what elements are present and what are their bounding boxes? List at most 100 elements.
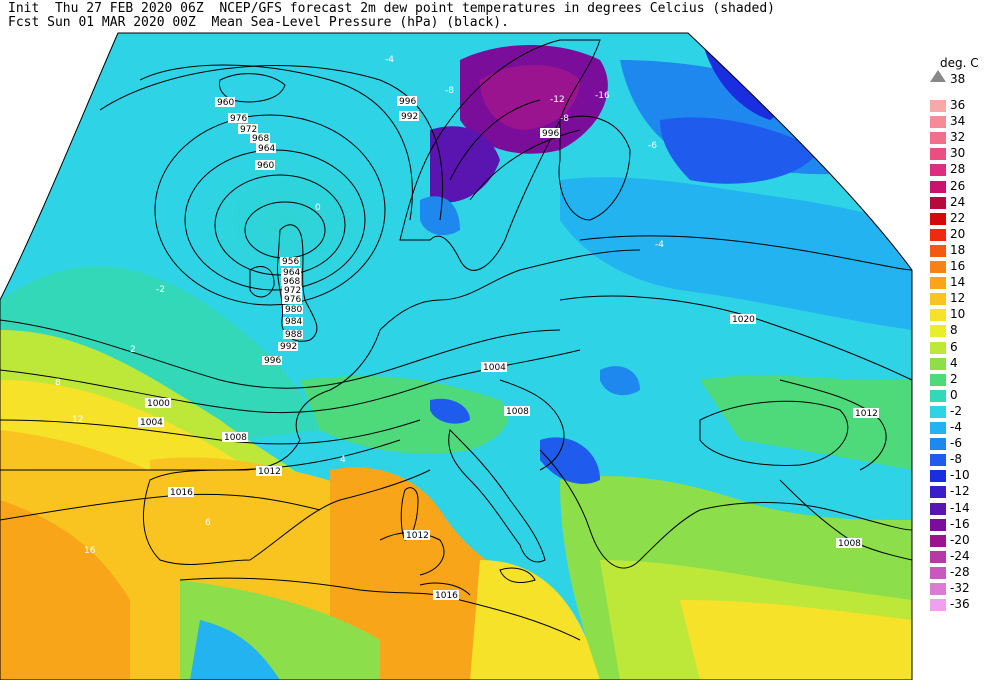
colorbar-entry: -10 (930, 468, 994, 484)
colorbar-entry: -8 (930, 452, 994, 468)
colorbar-entry: -20 (930, 533, 994, 549)
svg-text:960: 960 (217, 98, 234, 108)
svg-text:968: 968 (283, 277, 300, 287)
isobar-label-1004-central: 1004 (481, 362, 507, 373)
isobar-label-960b: 960 (255, 160, 275, 171)
colorbar-swatch (930, 100, 946, 112)
colorbar-entry: -24 (930, 549, 994, 565)
colorbar-entry: 14 (930, 275, 994, 291)
isobar-label-1008: 1008 (222, 432, 248, 443)
isobar-label-964b: 964 (281, 268, 301, 278)
dp-label: 0 (315, 203, 321, 213)
isobar-label-992: 992 (278, 342, 298, 352)
colorbar-label: 8 (950, 323, 958, 338)
colorbar-entry: 32 (930, 130, 994, 146)
svg-text:972: 972 (240, 125, 257, 135)
dp-label: 12 (72, 415, 83, 425)
colorbar-label: 4 (950, 355, 958, 370)
svg-text:976: 976 (230, 114, 247, 124)
colorbar-entry: -2 (930, 404, 994, 420)
colorbar-entry: -14 (930, 501, 994, 517)
colorbar-entry: 2 (930, 372, 994, 388)
isobar-label-1012-east: 1012 (853, 408, 879, 419)
colorbar-entry: -12 (930, 484, 994, 500)
svg-text:1016: 1016 (170, 488, 193, 498)
isobar-label-1008-central: 1008 (504, 406, 530, 417)
isobar-label-964: 964 (256, 143, 276, 154)
isobar-label-1012-med: 1012 (404, 530, 430, 541)
isobar-label-low-960: 960 (215, 97, 235, 108)
svg-text:964: 964 (258, 144, 275, 154)
colorbar-entry: 8 (930, 323, 994, 339)
svg-text:960: 960 (257, 161, 274, 171)
colorbar-entry: 16 (930, 259, 994, 275)
isobar-label-976b: 976 (282, 295, 302, 305)
isobar-label-992-north-sea: 992 (399, 111, 419, 122)
colorbar-label: -4 (950, 420, 962, 434)
isobar-label-1004: 1004 (138, 417, 164, 428)
colorbar-swatch (930, 116, 946, 129)
dp-label: -4 (385, 55, 394, 65)
colorbar-entry: 0 (930, 388, 994, 404)
svg-text:1020: 1020 (732, 315, 755, 325)
colorbar-label: -16 (950, 516, 970, 531)
colorbar-swatch (930, 566, 946, 579)
svg-text:996: 996 (399, 97, 416, 107)
colorbar-overflow-triangle (930, 70, 946, 82)
isobar-label-988: 988 (283, 330, 303, 340)
colorbar-top-label: 38 (950, 72, 966, 86)
colorbar-entry: -6 (930, 436, 994, 452)
colorbar-entry: 18 (930, 243, 994, 259)
colorbar-label: 6 (950, 339, 958, 354)
colorbar-swatch (930, 277, 946, 290)
colorbar-entry: -28 (930, 565, 994, 581)
colorbar-swatch (930, 518, 946, 531)
colorbar-entry: -36 (930, 597, 994, 613)
colorbar-label: 34 (950, 114, 966, 129)
svg-text:996: 996 (264, 356, 281, 366)
dp-label: 6 (205, 518, 211, 528)
colorbar-entry: 28 (930, 162, 994, 178)
colorbar-swatch (930, 244, 946, 257)
svg-text:1004: 1004 (140, 418, 163, 428)
header-line-2: Fcst Sun 01 MAR 2020 00Z Mean Sea-Level … (8, 15, 509, 30)
colorbar-entry: 12 (930, 291, 994, 307)
dp-label: -4 (655, 240, 664, 250)
dp-label: -6 (648, 141, 657, 151)
colorbar-label: 28 (950, 162, 966, 177)
colorbar-label: 0 (950, 387, 958, 402)
colorbar-entry: 22 (930, 211, 994, 227)
colorbar-label: -6 (950, 436, 962, 451)
colorbar-label: -36 (950, 597, 970, 612)
colorbar-swatch (930, 502, 946, 515)
colorbar-label: 18 (950, 242, 966, 257)
svg-text:1012: 1012 (258, 467, 281, 477)
colorbar-entry: -32 (930, 581, 994, 597)
dp-label: -8 (560, 114, 569, 124)
colorbar-swatch (930, 550, 946, 563)
colorbar-label: 26 (950, 178, 966, 193)
svg-text:1000: 1000 (147, 399, 170, 409)
colorbar-entry: 30 (930, 146, 994, 162)
colorbar-label: -28 (950, 564, 970, 579)
svg-text:1008: 1008 (838, 539, 861, 549)
colorbar-swatch (930, 261, 946, 273)
colorbar-swatch (930, 212, 946, 225)
isobar-label-984: 984 (283, 317, 303, 327)
isobar-label-972b: 972 (282, 286, 302, 296)
colorbar-label: -12 (950, 484, 970, 499)
colorbar-swatch (930, 293, 946, 306)
colorbar-swatch (930, 470, 946, 483)
colorbar-swatch (930, 422, 946, 434)
colorbar-label: -32 (950, 581, 970, 595)
colorbar-entry: -4 (930, 420, 994, 436)
isobar-label-1020: 1020 (730, 314, 756, 325)
colorbar-label: 30 (950, 146, 966, 161)
colorbar-swatch (930, 534, 946, 547)
svg-text:1008: 1008 (506, 407, 529, 417)
svg-text:1012: 1012 (855, 409, 878, 419)
coastlines (142, 39, 913, 641)
colorbar-swatch (930, 405, 946, 418)
svg-text:992: 992 (280, 342, 297, 352)
